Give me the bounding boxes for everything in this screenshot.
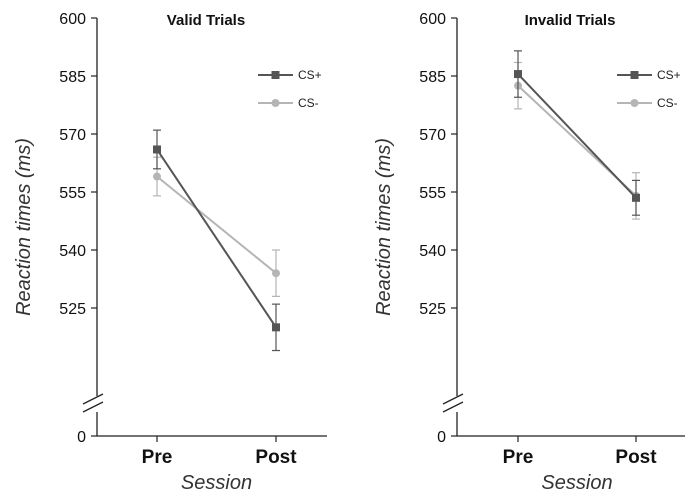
x-axis-label: Session — [181, 472, 252, 494]
y-tick-label: 600 — [59, 11, 86, 28]
data-point — [632, 193, 640, 202]
y-tick-label: 555 — [419, 185, 446, 202]
x-tick-label: Post — [255, 447, 297, 468]
legend-entry-cs-minus: CS- — [258, 96, 319, 110]
legend-entry-cs-plus: CS+ — [258, 68, 322, 82]
series-line — [156, 175, 277, 274]
axis-break-mark-lower — [82, 401, 104, 413]
y-tick-label: 540 — [59, 243, 86, 260]
legend-marker — [630, 71, 639, 79]
axis-break-mark-upper — [82, 393, 104, 405]
y-tick-label: 525 — [59, 301, 86, 318]
data-point — [272, 269, 280, 278]
chart-title: Valid Trials — [167, 12, 245, 29]
y-tick-label: 525 — [419, 301, 446, 318]
legend-label: CS+ — [657, 68, 681, 82]
y-axis-label: Reaction times (ms) — [13, 138, 35, 316]
legend-marker — [271, 71, 280, 79]
series-cs-plus — [514, 50, 640, 216]
y-axis-label: Reaction times (ms) — [373, 138, 395, 316]
axis-break-mark-upper — [442, 393, 464, 405]
y-tick-label: 570 — [419, 127, 446, 144]
legend-marker — [271, 99, 280, 107]
axis-break-mark-lower — [442, 401, 464, 413]
series-cs-minus — [514, 61, 640, 220]
data-point — [153, 172, 161, 181]
legend-label: CS+ — [298, 68, 322, 82]
legend-label: CS- — [657, 96, 678, 110]
legend-entry-cs-minus: CS- — [617, 96, 678, 110]
y-tick-label: 0 — [77, 429, 86, 446]
legend-marker — [630, 99, 639, 107]
series-cs-plus — [153, 129, 280, 352]
series-cs-minus — [153, 156, 280, 297]
series-line — [517, 73, 637, 199]
chart-title: Invalid Trials — [525, 12, 616, 29]
y-tick-label: 555 — [59, 185, 86, 202]
y-tick-label: 0 — [437, 429, 446, 446]
y-tick-label: 585 — [419, 69, 446, 86]
data-point — [272, 323, 280, 332]
series-line — [156, 148, 277, 328]
y-tick-label: 570 — [59, 127, 86, 144]
x-tick-label: Post — [615, 447, 657, 468]
y-tick-label: 585 — [59, 69, 86, 86]
data-point — [153, 145, 161, 154]
legend-entry-cs-plus: CS+ — [617, 68, 681, 82]
legend-label: CS- — [298, 96, 319, 110]
x-tick-label: Pre — [142, 447, 173, 468]
x-axis-label: Session — [541, 472, 612, 494]
x-tick-label: Pre — [503, 447, 534, 468]
data-point — [514, 70, 522, 79]
y-tick-label: 600 — [419, 11, 446, 28]
y-tick-label: 540 — [419, 243, 446, 260]
